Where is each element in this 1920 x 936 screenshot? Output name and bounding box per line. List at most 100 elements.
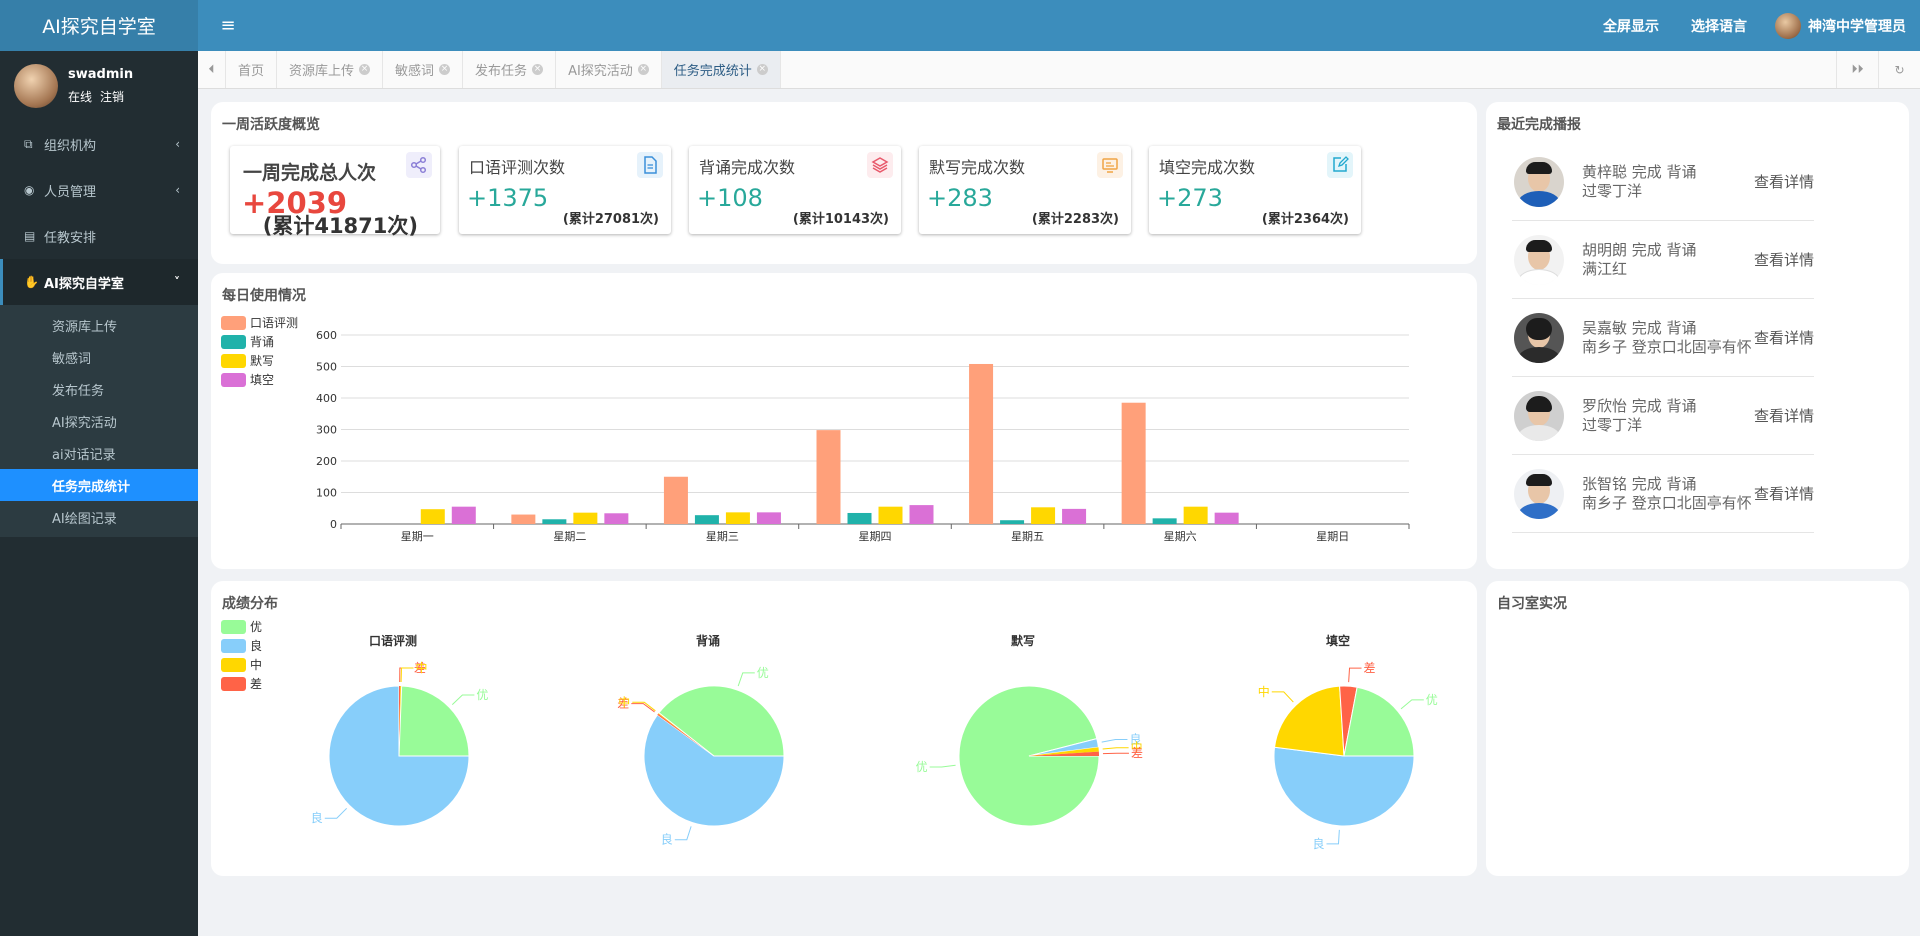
recent-line2: 南乡子 登京口北固亭有怀: [1582, 493, 1752, 512]
bar[interactable]: [1062, 508, 1087, 524]
bar[interactable]: [511, 514, 536, 524]
pie-label-line: [632, 701, 656, 712]
legend-label: 填空: [250, 373, 275, 387]
bar[interactable]: [542, 519, 567, 524]
bar[interactable]: [1000, 520, 1025, 524]
tab-task-stats[interactable]: 任务完成统计 ×: [661, 51, 781, 88]
close-icon[interactable]: ×: [756, 64, 768, 75]
tab-resource-upload[interactable]: 资源库上传 ×: [277, 51, 384, 88]
tab-home[interactable]: 首页: [226, 51, 278, 88]
legend-item[interactable]: 背诵: [221, 332, 298, 351]
legend-item[interactable]: 填空: [221, 370, 298, 389]
bar[interactable]: [694, 515, 719, 524]
pie-label: 中: [1131, 740, 1143, 755]
fullscreen-button[interactable]: 全屏显示: [1603, 18, 1659, 35]
app-logo[interactable]: AI探究自学室: [0, 0, 198, 51]
sidebar-subitem-publish-task[interactable]: 发布任务: [52, 383, 105, 399]
sidebar-subitem-sensitive-words[interactable]: 敏感词: [52, 351, 92, 367]
bar[interactable]: [420, 509, 445, 524]
pie-label: 中: [415, 660, 427, 675]
bar[interactable]: [663, 476, 688, 524]
close-icon[interactable]: ×: [532, 64, 544, 75]
view-detail-link[interactable]: 查看详情: [1753, 485, 1814, 503]
pie-label-line: [1102, 747, 1129, 750]
stat-total: (累计27081次): [562, 212, 659, 227]
bar[interactable]: [451, 506, 476, 524]
bar[interactable]: [816, 430, 841, 524]
bar[interactable]: [1031, 507, 1056, 524]
tab-ai-activity[interactable]: AI探究活动 ×: [556, 51, 662, 88]
recent-line2: 满江红: [1582, 259, 1628, 278]
pie-slice[interactable]: [398, 685, 470, 757]
language-button[interactable]: 选择语言: [1691, 18, 1747, 35]
pie-label: 中: [618, 694, 630, 709]
screen-icon: [1097, 152, 1123, 178]
view-detail-link[interactable]: 查看详情: [1753, 407, 1814, 425]
legend-item[interactable]: 中: [221, 655, 262, 674]
sidebar-subitem-ai-drawing-log[interactable]: AI绘图记录: [52, 511, 117, 527]
legend-item[interactable]: 差: [221, 674, 262, 693]
pie-slice[interactable]: [1029, 751, 1099, 756]
pie-slice[interactable]: [643, 714, 785, 827]
user-menu[interactable]: 神湾中学管理员: [1763, 12, 1920, 39]
tab-scroll-right-icon[interactable]: ⏵⏵: [1836, 51, 1878, 88]
close-icon[interactable]: ×: [359, 64, 371, 75]
x-tick-label: 星期三: [706, 530, 739, 543]
menu-toggle-icon[interactable]: ≡: [220, 15, 236, 36]
sidebar-subitem-task-stats[interactable]: 任务完成统计: [0, 469, 198, 501]
recent-line1: 张智铭 完成 背诵: [1582, 474, 1697, 493]
legend-item[interactable]: 良: [221, 636, 262, 655]
sidebar-subitem-ai-chat-log[interactable]: ai对话记录: [52, 447, 116, 463]
pie-label-line: [1348, 667, 1362, 683]
pie-slice[interactable]: [1028, 737, 1100, 757]
bar[interactable]: [969, 363, 994, 524]
book-icon: ▤: [24, 229, 36, 243]
pie-slice[interactable]: [1029, 747, 1099, 756]
legend-item[interactable]: 默写: [221, 351, 298, 370]
close-icon[interactable]: ×: [637, 64, 649, 75]
pie-slice[interactable]: [658, 685, 785, 757]
recent-panel: 最近完成播报 黄梓聪 完成 背诵 过零丁洋 查看详情 胡明朗 完成 背诵 满江红 查…: [1486, 102, 1909, 569]
pie-label: 良: [1129, 732, 1141, 747]
refresh-icon[interactable]: ↻: [1878, 51, 1920, 88]
sidebar-subitem-resource-upload[interactable]: 资源库上传: [52, 319, 118, 335]
bar[interactable]: [1183, 506, 1208, 524]
user-name: 神湾中学管理员: [1808, 18, 1906, 35]
y-tick-label: 0: [330, 518, 337, 531]
bar[interactable]: [725, 512, 750, 524]
bar[interactable]: [756, 512, 781, 524]
legend-item[interactable]: 口语评测: [221, 313, 298, 332]
tab-bar: ⏴ 首页 资源库上传 × 敏感词 × 发布任务 × AI探究活动 × 任务完成统计 × ⏵…: [198, 51, 1920, 89]
pie-label-line: [631, 703, 655, 713]
sidebar: swadmin 在线 注销 ⧉ 组织机构 ‹ ◉ 人员管理 ‹ ▤ 任教安排 ✋ …: [0, 51, 198, 936]
close-icon[interactable]: ×: [439, 64, 451, 75]
bar[interactable]: [1152, 518, 1177, 524]
sidebar-item-org[interactable]: ⧉ 组织机构 ‹: [0, 121, 198, 167]
view-detail-link[interactable]: 查看详情: [1753, 329, 1814, 347]
view-detail-link[interactable]: 查看详情: [1753, 173, 1814, 191]
pie-slice[interactable]: [1273, 685, 1345, 757]
pie-slice[interactable]: [1343, 686, 1415, 757]
legend-item[interactable]: 优: [221, 617, 262, 636]
tab-sensitive-words[interactable]: 敏感词 ×: [383, 51, 464, 88]
bar[interactable]: [1121, 402, 1146, 524]
sidebar-item-users[interactable]: ◉ 人员管理 ‹: [0, 167, 198, 213]
tab-scroll-left-icon[interactable]: ⏴: [198, 51, 226, 88]
sidebar-subitem-ai-activity[interactable]: AI探究活动: [52, 415, 117, 431]
overview-title: 一周活跃度概览: [222, 117, 320, 133]
bar[interactable]: [1214, 512, 1239, 524]
view-detail-link[interactable]: 查看详情: [1753, 251, 1814, 269]
sidebar-item-teaching[interactable]: ▤ 任教安排: [0, 213, 198, 259]
bar[interactable]: [604, 513, 629, 524]
pie-slice[interactable]: [1273, 746, 1415, 827]
logout-link[interactable]: 注销: [100, 90, 125, 104]
bar[interactable]: [847, 512, 872, 524]
stat-card-recite: 背诵完成次数 +108 (累计10143次): [689, 146, 901, 234]
bar[interactable]: [573, 512, 598, 524]
pie-label: 差: [1131, 746, 1143, 760]
bar[interactable]: [878, 506, 903, 524]
pie-label: 良: [311, 810, 323, 825]
bar[interactable]: [909, 505, 934, 524]
tab-publish-task[interactable]: 发布任务 ×: [463, 51, 557, 88]
sidebar-item-ai-room[interactable]: ✋ AI探究自学室 ˅: [0, 259, 198, 305]
